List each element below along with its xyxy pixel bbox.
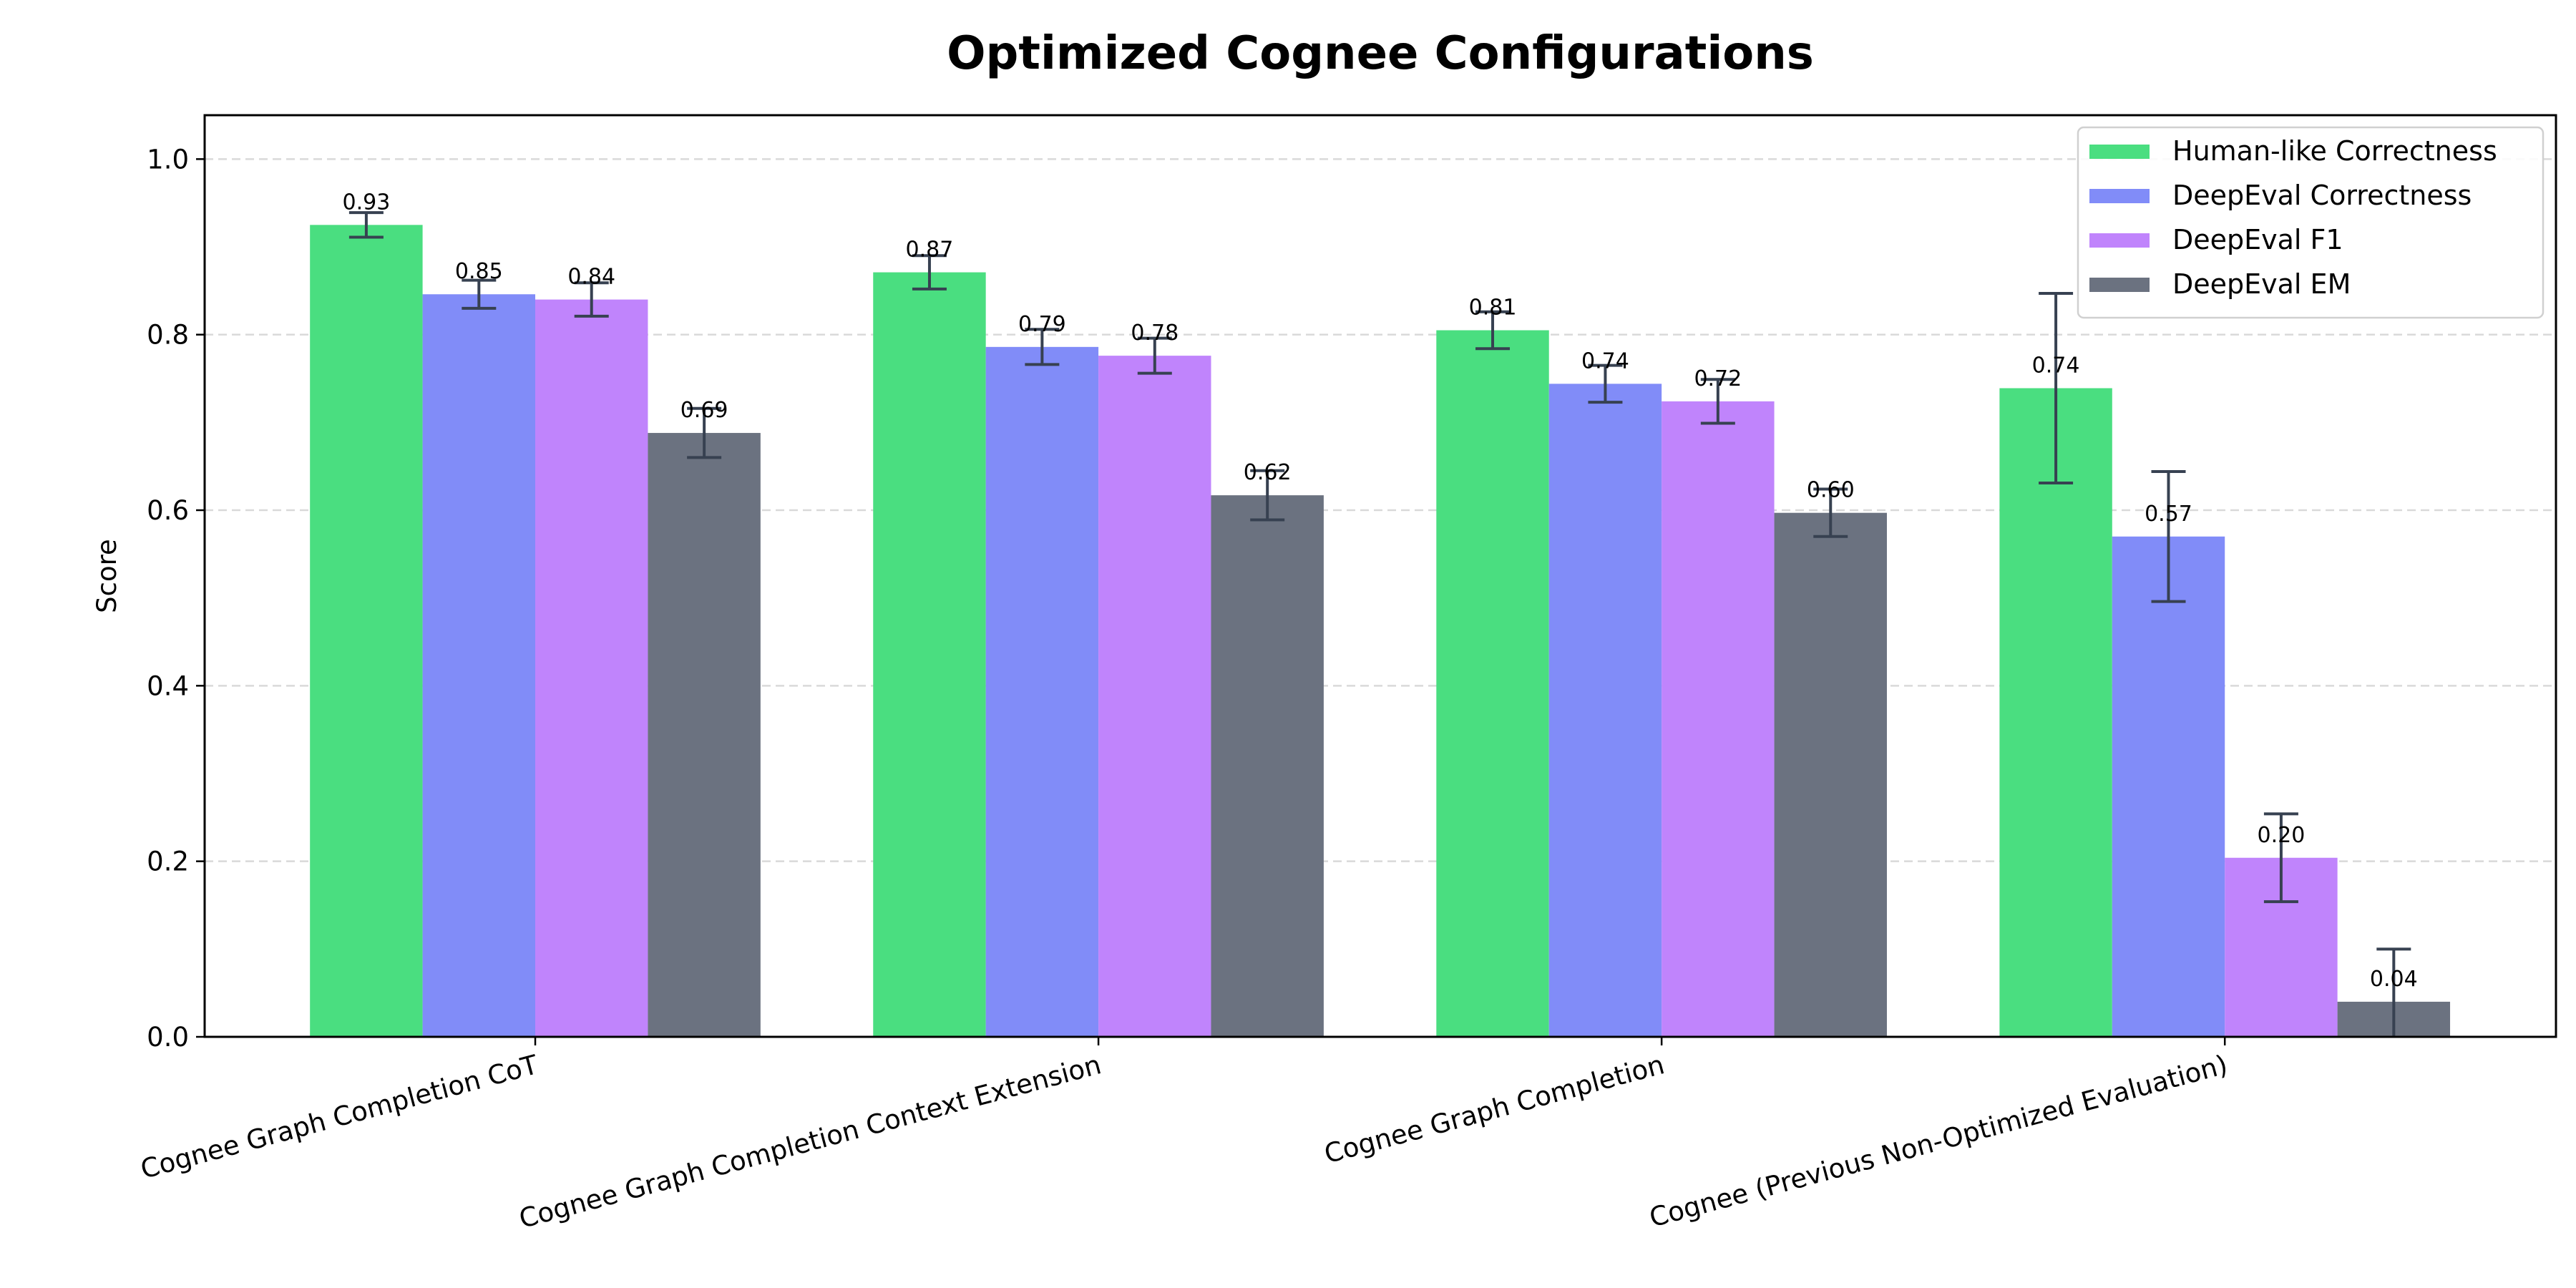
data-label: 0.87 (906, 238, 954, 263)
bar (1774, 512, 1887, 1037)
y-tick-label: 0.6 (147, 495, 189, 526)
x-tick-label: Cognee Graph Completion CoT (137, 1049, 542, 1185)
legend-swatch (2089, 189, 2150, 203)
legend-swatch (2089, 278, 2150, 292)
x-tick-label: Cognee Graph Completion Context Extensio… (516, 1049, 1104, 1234)
chart-title: Optimized Cognee Configurations (947, 27, 1814, 80)
bar (1999, 388, 2112, 1037)
bar (535, 299, 648, 1038)
data-label: 0.81 (1469, 296, 1517, 321)
bar (648, 433, 761, 1037)
x-tick-label: Cognee Graph Completion (1321, 1049, 1667, 1169)
bar (310, 225, 423, 1037)
y-tick-label: 0.0 (147, 1022, 189, 1053)
data-label: 0.60 (1807, 478, 1855, 503)
data-label: 0.20 (2258, 823, 2306, 848)
data-label: 0.57 (2145, 502, 2192, 527)
data-label: 0.74 (1581, 348, 1629, 374)
data-label: 0.69 (680, 398, 728, 423)
y-tick-label: 0.2 (147, 847, 189, 877)
x-tick-label: Cognee (Previous Non-Optimized Evaluatio… (1646, 1049, 2231, 1233)
data-label: 0.85 (455, 259, 503, 284)
y-tick-label: 1.0 (147, 144, 189, 175)
bar (2112, 536, 2225, 1037)
bar (1662, 401, 1775, 1037)
legend-box (2077, 126, 2545, 319)
y-tick-label: 0.8 (147, 320, 189, 351)
data-label: 0.84 (567, 265, 615, 290)
data-label: 0.74 (2032, 353, 2080, 378)
y-axis-label: Score (92, 539, 122, 613)
data-label: 0.78 (1131, 321, 1179, 346)
bar (1548, 384, 1662, 1037)
data-label: 0.72 (1694, 366, 1742, 391)
bar (1211, 495, 1324, 1037)
bar (1436, 330, 1549, 1037)
legend-label: Human-like Correctness (2172, 135, 2497, 167)
data-label: 0.93 (342, 190, 390, 215)
data-label: 0.62 (1244, 460, 1292, 485)
data-label: 0.79 (1018, 312, 1066, 337)
data-label: 0.04 (2370, 967, 2418, 992)
bar (873, 272, 986, 1037)
bar (1098, 356, 1211, 1037)
legend-label: DeepEval F1 (2172, 224, 2343, 255)
plot-frame (203, 114, 2557, 1038)
bar (422, 294, 536, 1037)
legend-label: DeepEval Correctness (2172, 180, 2472, 211)
legend-label: DeepEval EM (2172, 268, 2351, 300)
legend-swatch (2089, 233, 2150, 248)
y-tick-label: 0.4 (147, 670, 189, 701)
legend-swatch (2089, 145, 2150, 159)
bar (985, 346, 1099, 1038)
